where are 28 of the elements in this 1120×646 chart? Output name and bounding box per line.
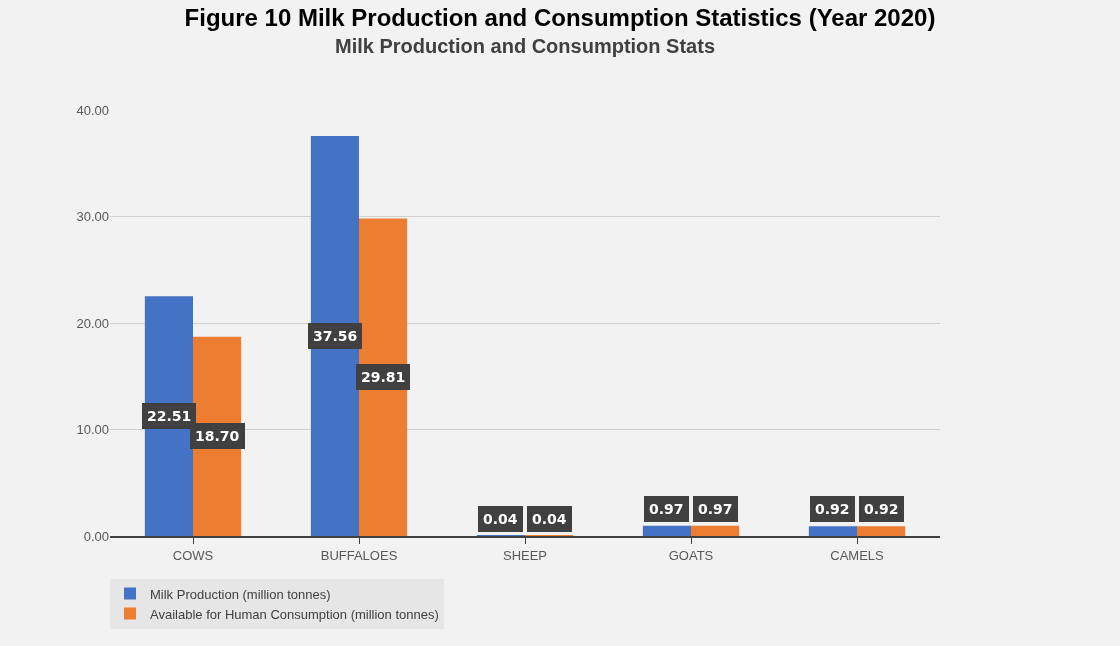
x-tick-label: CAMELS: [830, 547, 885, 563]
data-label: 0.92: [815, 501, 850, 517]
chart-title: Figure 10 Milk Production and Consumption Statistics (Year 2020): [184, 4, 936, 32]
y-tick-label: 10.00: [76, 422, 109, 438]
data-label: 0.04: [532, 511, 567, 527]
x-tick-label: GOATS: [668, 547, 714, 563]
y-tick-label: 40.00: [76, 102, 109, 118]
bar: [857, 526, 906, 536]
bar: [691, 525, 740, 536]
legend-label: Milk Production (million tonnes): [150, 586, 331, 602]
y-tick-label: 20.00: [76, 315, 109, 331]
y-tick-label: 0.00: [83, 528, 109, 544]
y-tick-label: 30.00: [76, 209, 109, 225]
data-label: 0.92: [864, 501, 899, 517]
data-label: 37.56: [313, 328, 358, 344]
data-label: 0.97: [649, 501, 684, 517]
chart-subtitle: Milk Production and Consumption Stats: [335, 35, 715, 57]
x-tick-label: COWS: [172, 547, 214, 563]
legend-label: Available for Human Consumption (million tonnes): [150, 606, 439, 622]
data-label: 18.70: [195, 428, 240, 444]
x-tick-label: BUFFALOES: [320, 547, 398, 563]
bar: [808, 526, 857, 536]
data-label: 22.51: [147, 408, 192, 424]
data-label: 0.97: [698, 501, 733, 517]
x-tick-label: SHEEP: [502, 547, 548, 563]
data-label: 29.81: [361, 369, 406, 385]
data-label: 0.04: [483, 511, 518, 527]
bar: [642, 525, 691, 536]
